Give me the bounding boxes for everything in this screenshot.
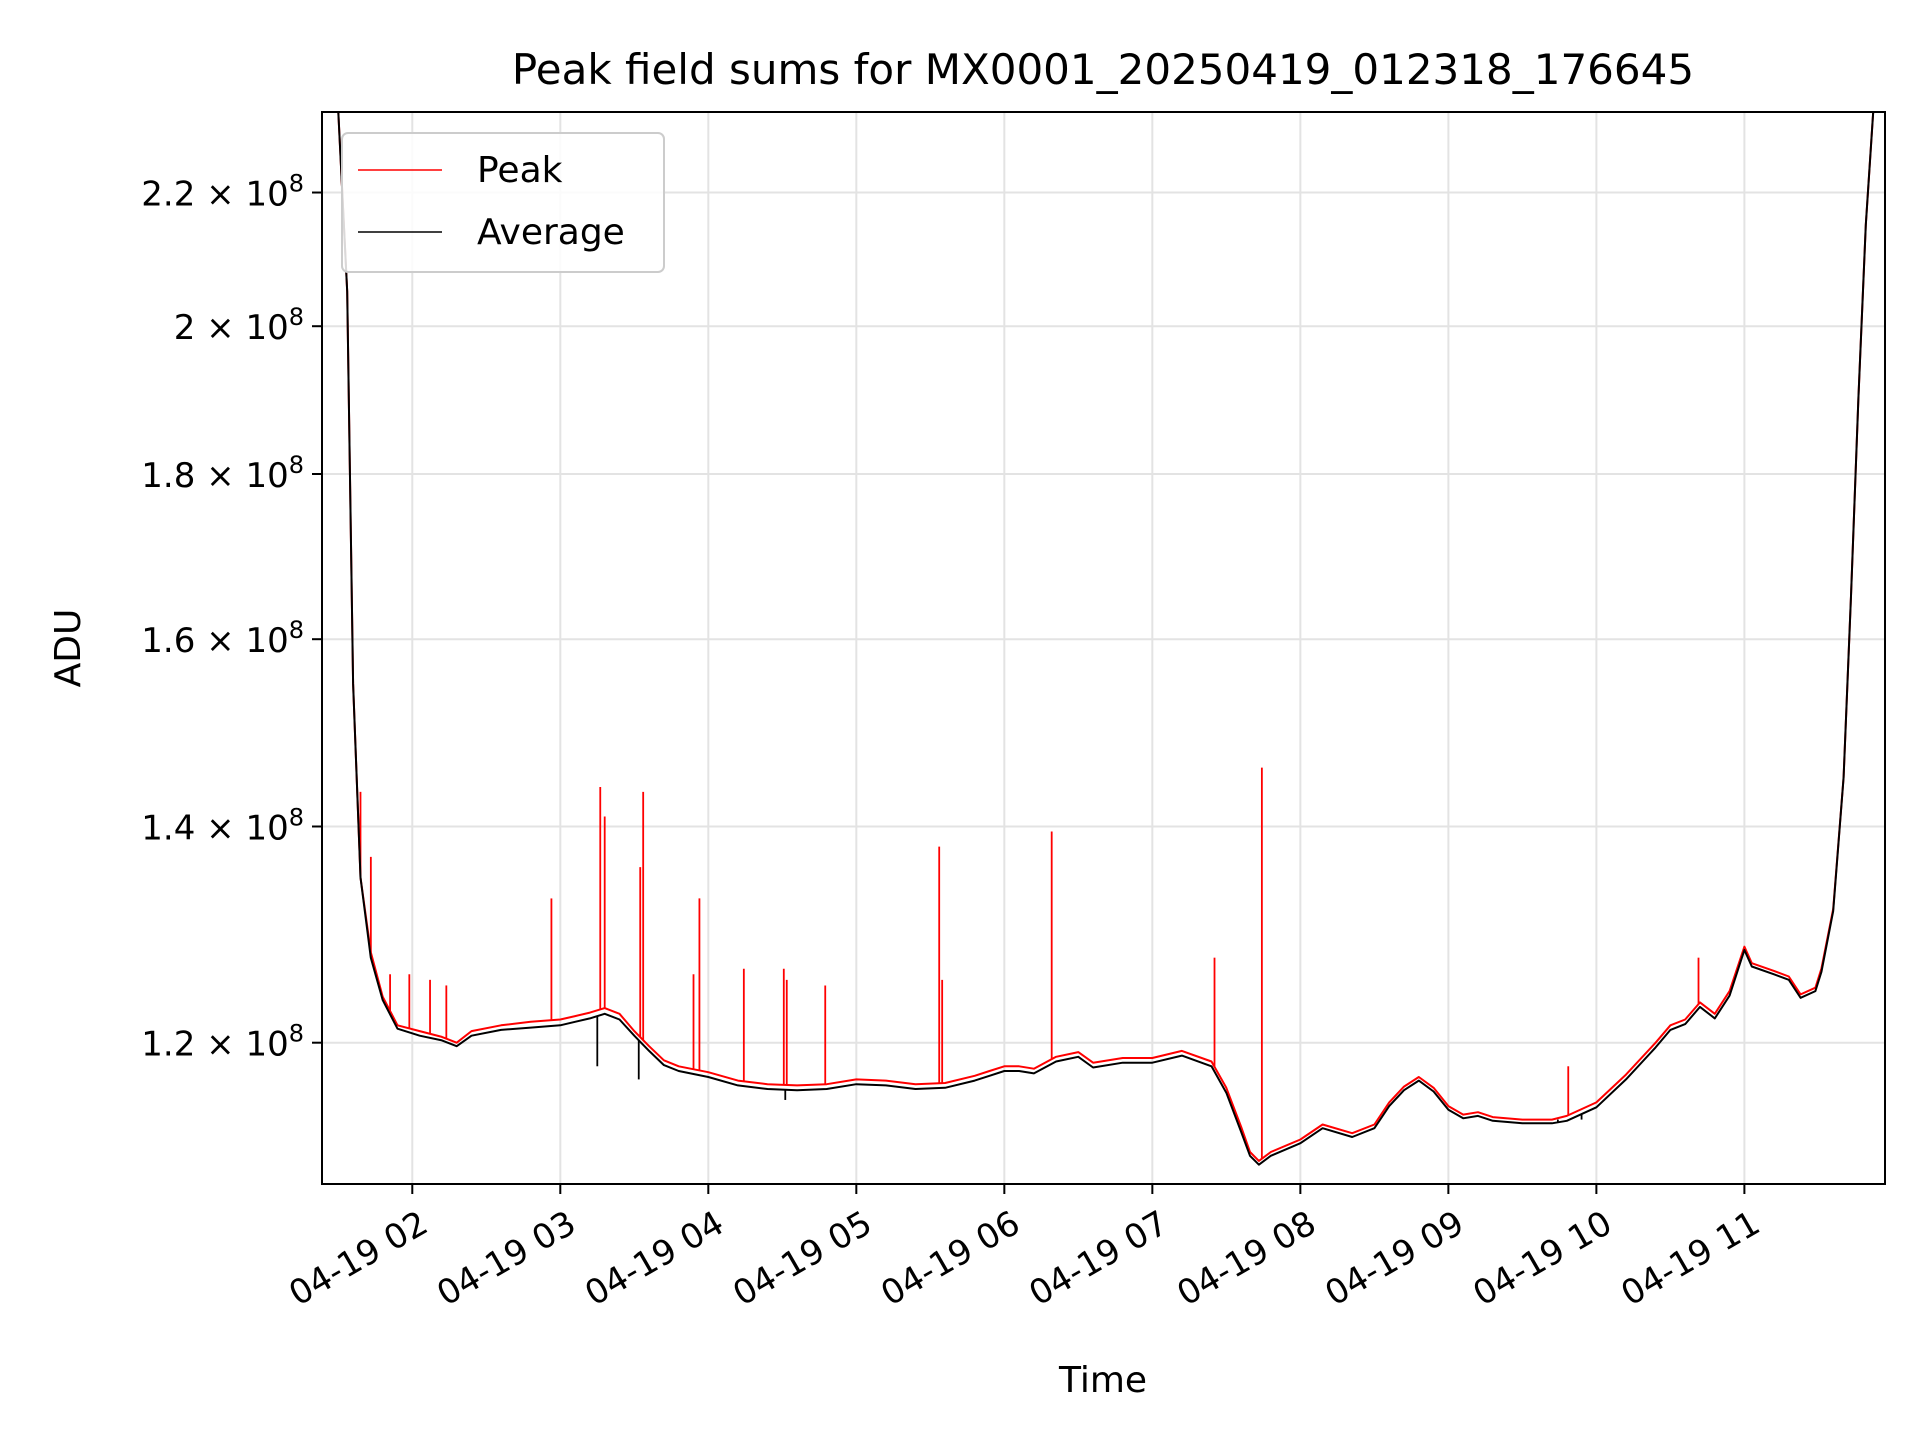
series-line-peak — [322, 112, 1885, 1162]
legend-box — [341, 132, 665, 273]
y-tick-label: 2 × 108 — [174, 303, 304, 348]
series-layer — [322, 112, 1885, 1166]
plot-frame — [321, 111, 1886, 1185]
x-axis-label: Time — [1058, 1360, 1147, 1401]
y-tick-label: 1.2 × 108 — [141, 1020, 304, 1065]
series-peak — [322, 112, 1885, 1162]
y-axis-label: ADU — [48, 609, 89, 688]
y-tick-label: 1.8 × 108 — [141, 451, 304, 496]
chart-title: Peak field sums for MX0001_20250419_0123… — [512, 45, 1694, 94]
legend: Peak Average — [341, 132, 665, 273]
series-line-average — [322, 112, 1885, 1166]
y-tick-label: 1.6 × 108 — [141, 616, 304, 661]
y-tick-label: 2.2 × 108 — [141, 170, 304, 215]
legend-label-average: Average — [477, 212, 625, 253]
legend-label-peak: Peak — [477, 150, 563, 191]
y-tick-label: 1.4 × 108 — [141, 803, 304, 848]
series-average — [322, 112, 1885, 1166]
y-axis-ticks: 1.2 × 108 1.4 × 108 1.6 × 108 1.8 × 108 2 × … — [141, 170, 322, 1065]
